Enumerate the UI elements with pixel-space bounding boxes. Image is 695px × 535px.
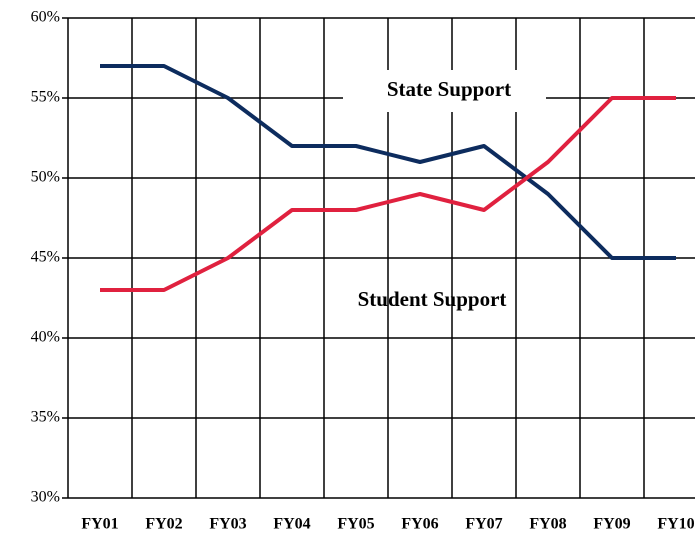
- x-tick-label: FY04: [273, 516, 310, 533]
- y-tick-label: 40%: [31, 329, 60, 346]
- x-tick-label: FY09: [593, 516, 630, 533]
- y-tick-label: 60%: [31, 9, 60, 26]
- series-line: [100, 64, 676, 260]
- x-tick-label: FY02: [145, 516, 182, 533]
- x-tick-label: FY01: [81, 516, 118, 533]
- series-line: [100, 96, 676, 292]
- y-tick-label: 55%: [31, 89, 60, 106]
- label-background: [343, 70, 546, 112]
- y-tick-label: 50%: [31, 169, 60, 186]
- x-tick-label: FY07: [465, 516, 502, 533]
- x-tick-label: FY03: [209, 516, 246, 533]
- y-tick-label: 35%: [31, 409, 60, 426]
- x-tick-label: FY06: [401, 516, 438, 533]
- y-tick-label: 30%: [31, 489, 60, 506]
- series-label: Student Support: [358, 287, 507, 311]
- y-tick-label: 45%: [31, 249, 60, 266]
- x-tick-label: FY05: [337, 516, 374, 533]
- x-tick-label: FY10: [657, 516, 694, 533]
- x-tick-label: FY08: [529, 516, 566, 533]
- series-label: State Support: [387, 77, 511, 101]
